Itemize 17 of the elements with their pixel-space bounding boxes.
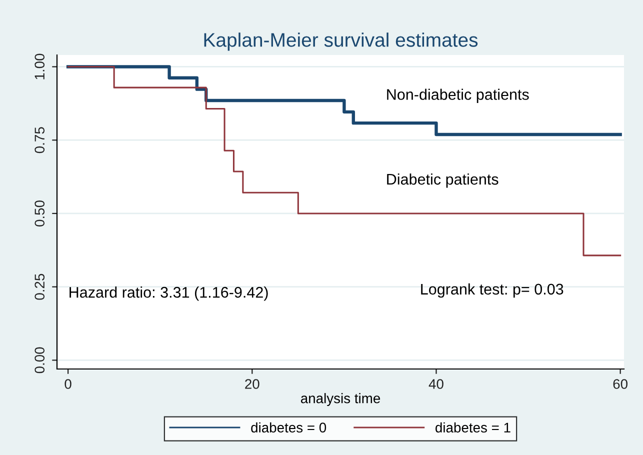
x-tick-label: 20 — [245, 379, 260, 389]
annotation: Hazard ratio: 3.31 (1.16-9.42) — [70, 286, 268, 301]
y-tick-label: 0.75 — [34, 127, 45, 154]
annotation: Logrank test: p= 0.03 — [421, 283, 564, 298]
chart-title: Kaplan-Meier survival estimates — [204, 32, 478, 51]
legend-label: diabetes = 1 — [436, 422, 510, 433]
y-tick-label: 0.25 — [34, 274, 45, 300]
y-tick-label: 0.50 — [34, 200, 45, 226]
y-tick-label: 0.00 — [34, 347, 45, 374]
x-tick-label: 0 — [64, 379, 72, 389]
legend-label: diabetes = 0 — [251, 422, 326, 433]
annotation: Diabetic patients — [387, 173, 498, 188]
x-tick-label: 40 — [428, 379, 444, 389]
annotation: Non-diabetic patients — [387, 88, 529, 103]
y-tick-label: 1.00 — [34, 54, 45, 80]
x-axis-title: analysis time — [300, 393, 380, 406]
x-tick-label: 60 — [613, 379, 628, 389]
